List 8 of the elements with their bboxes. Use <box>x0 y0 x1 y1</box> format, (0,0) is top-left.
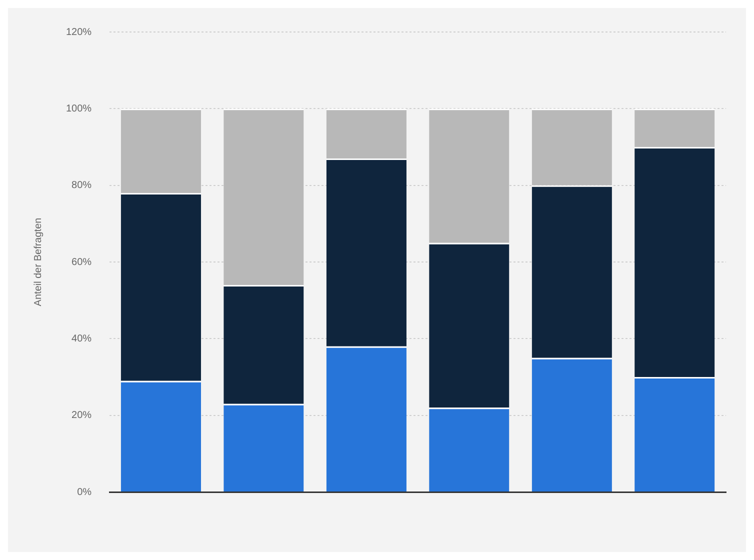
y-tick-label: 100% <box>66 103 92 114</box>
y-tick-label: 80% <box>72 180 92 192</box>
y-tick-label: 60% <box>72 256 92 268</box>
y-tick-label: 20% <box>72 410 92 422</box>
y-axis-title: Anteil der Befragten <box>32 218 44 306</box>
y-tick-label: 0% <box>77 486 92 498</box>
y-tick-label: 40% <box>72 333 92 344</box>
y-tick-label: 120% <box>66 26 92 38</box>
